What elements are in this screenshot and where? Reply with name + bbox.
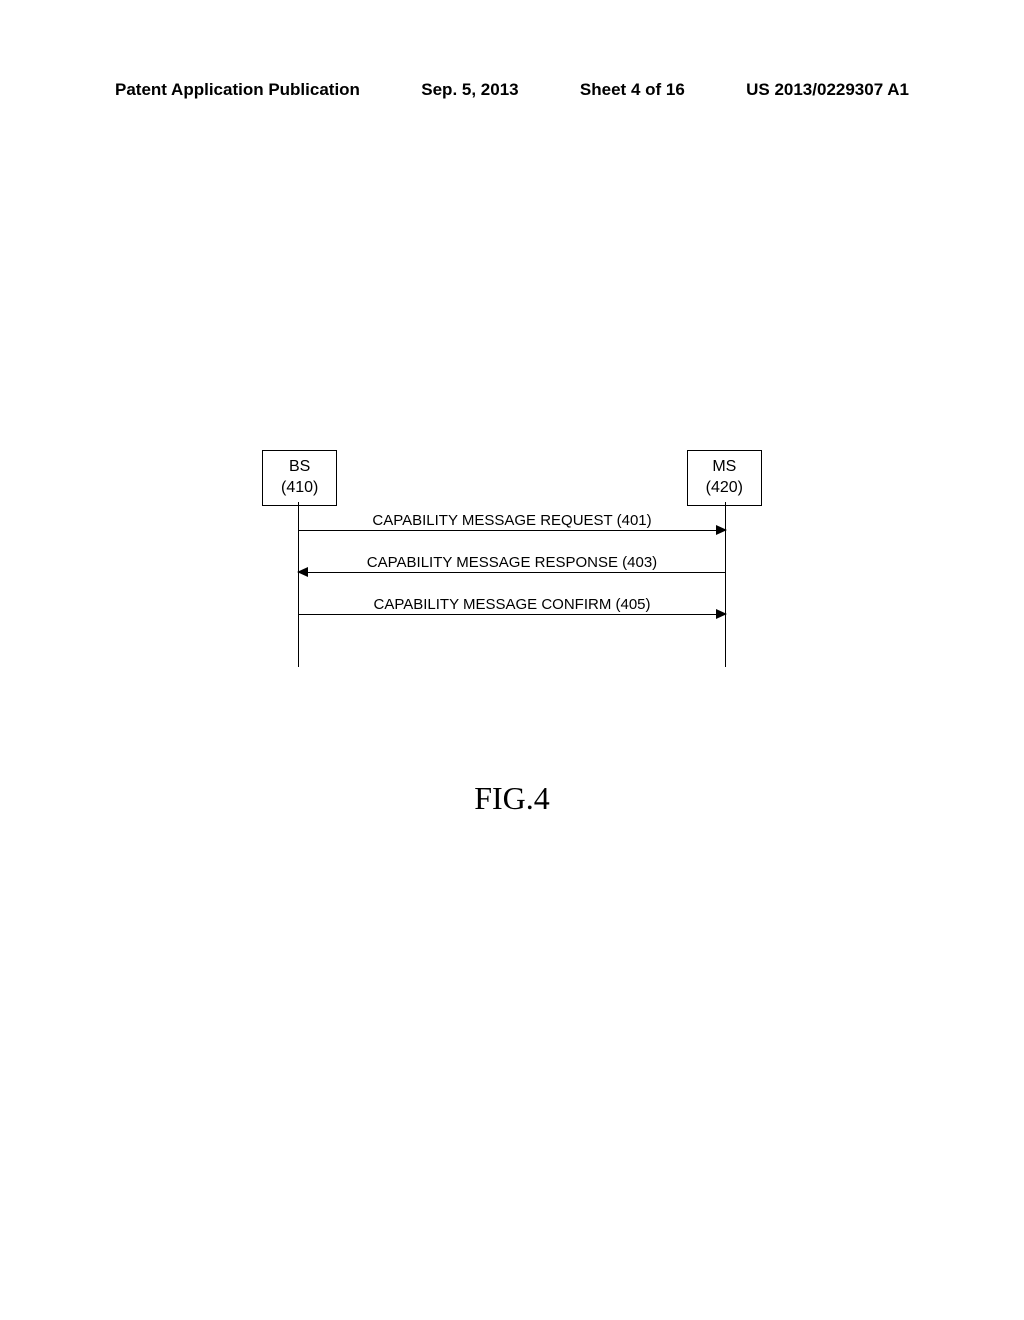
message-confirm: CAPABILITY MESSAGE CONFIRM (405) xyxy=(298,614,726,638)
entity-bs-name: BS xyxy=(281,457,318,478)
arrow-right-icon xyxy=(716,525,727,535)
message-response-label: CAPABILITY MESSAGE RESPONSE (403) xyxy=(298,554,726,571)
arrow-right-icon xyxy=(716,609,727,619)
entity-ms-name: MS xyxy=(706,457,743,478)
page-header: Patent Application Publication Sep. 5, 2… xyxy=(0,80,1024,100)
publication-date: Sep. 5, 2013 xyxy=(421,80,518,100)
arrow-line xyxy=(298,614,726,615)
entity-bs: BS (410) xyxy=(262,450,337,506)
figure-label: FIG.4 xyxy=(474,780,550,817)
sheet-info: Sheet 4 of 16 xyxy=(580,80,685,100)
entity-ms-id: (420) xyxy=(706,478,743,499)
message-confirm-label: CAPABILITY MESSAGE CONFIRM (405) xyxy=(298,596,726,613)
entity-ms: MS (420) xyxy=(687,450,762,506)
message-request-label: CAPABILITY MESSAGE REQUEST (401) xyxy=(298,512,726,529)
arrow-line xyxy=(298,530,726,531)
publication-number: US 2013/0229307 A1 xyxy=(746,80,909,100)
publication-type: Patent Application Publication xyxy=(115,80,360,100)
sequence-diagram: BS (410) MS (420) CAPABILITY MESSAGE REQ… xyxy=(262,450,762,680)
arrow-left-icon xyxy=(297,567,308,577)
entity-bs-id: (410) xyxy=(281,478,318,499)
message-request: CAPABILITY MESSAGE REQUEST (401) xyxy=(298,530,726,554)
message-response: CAPABILITY MESSAGE RESPONSE (403) xyxy=(298,572,726,596)
arrow-line xyxy=(298,572,726,573)
